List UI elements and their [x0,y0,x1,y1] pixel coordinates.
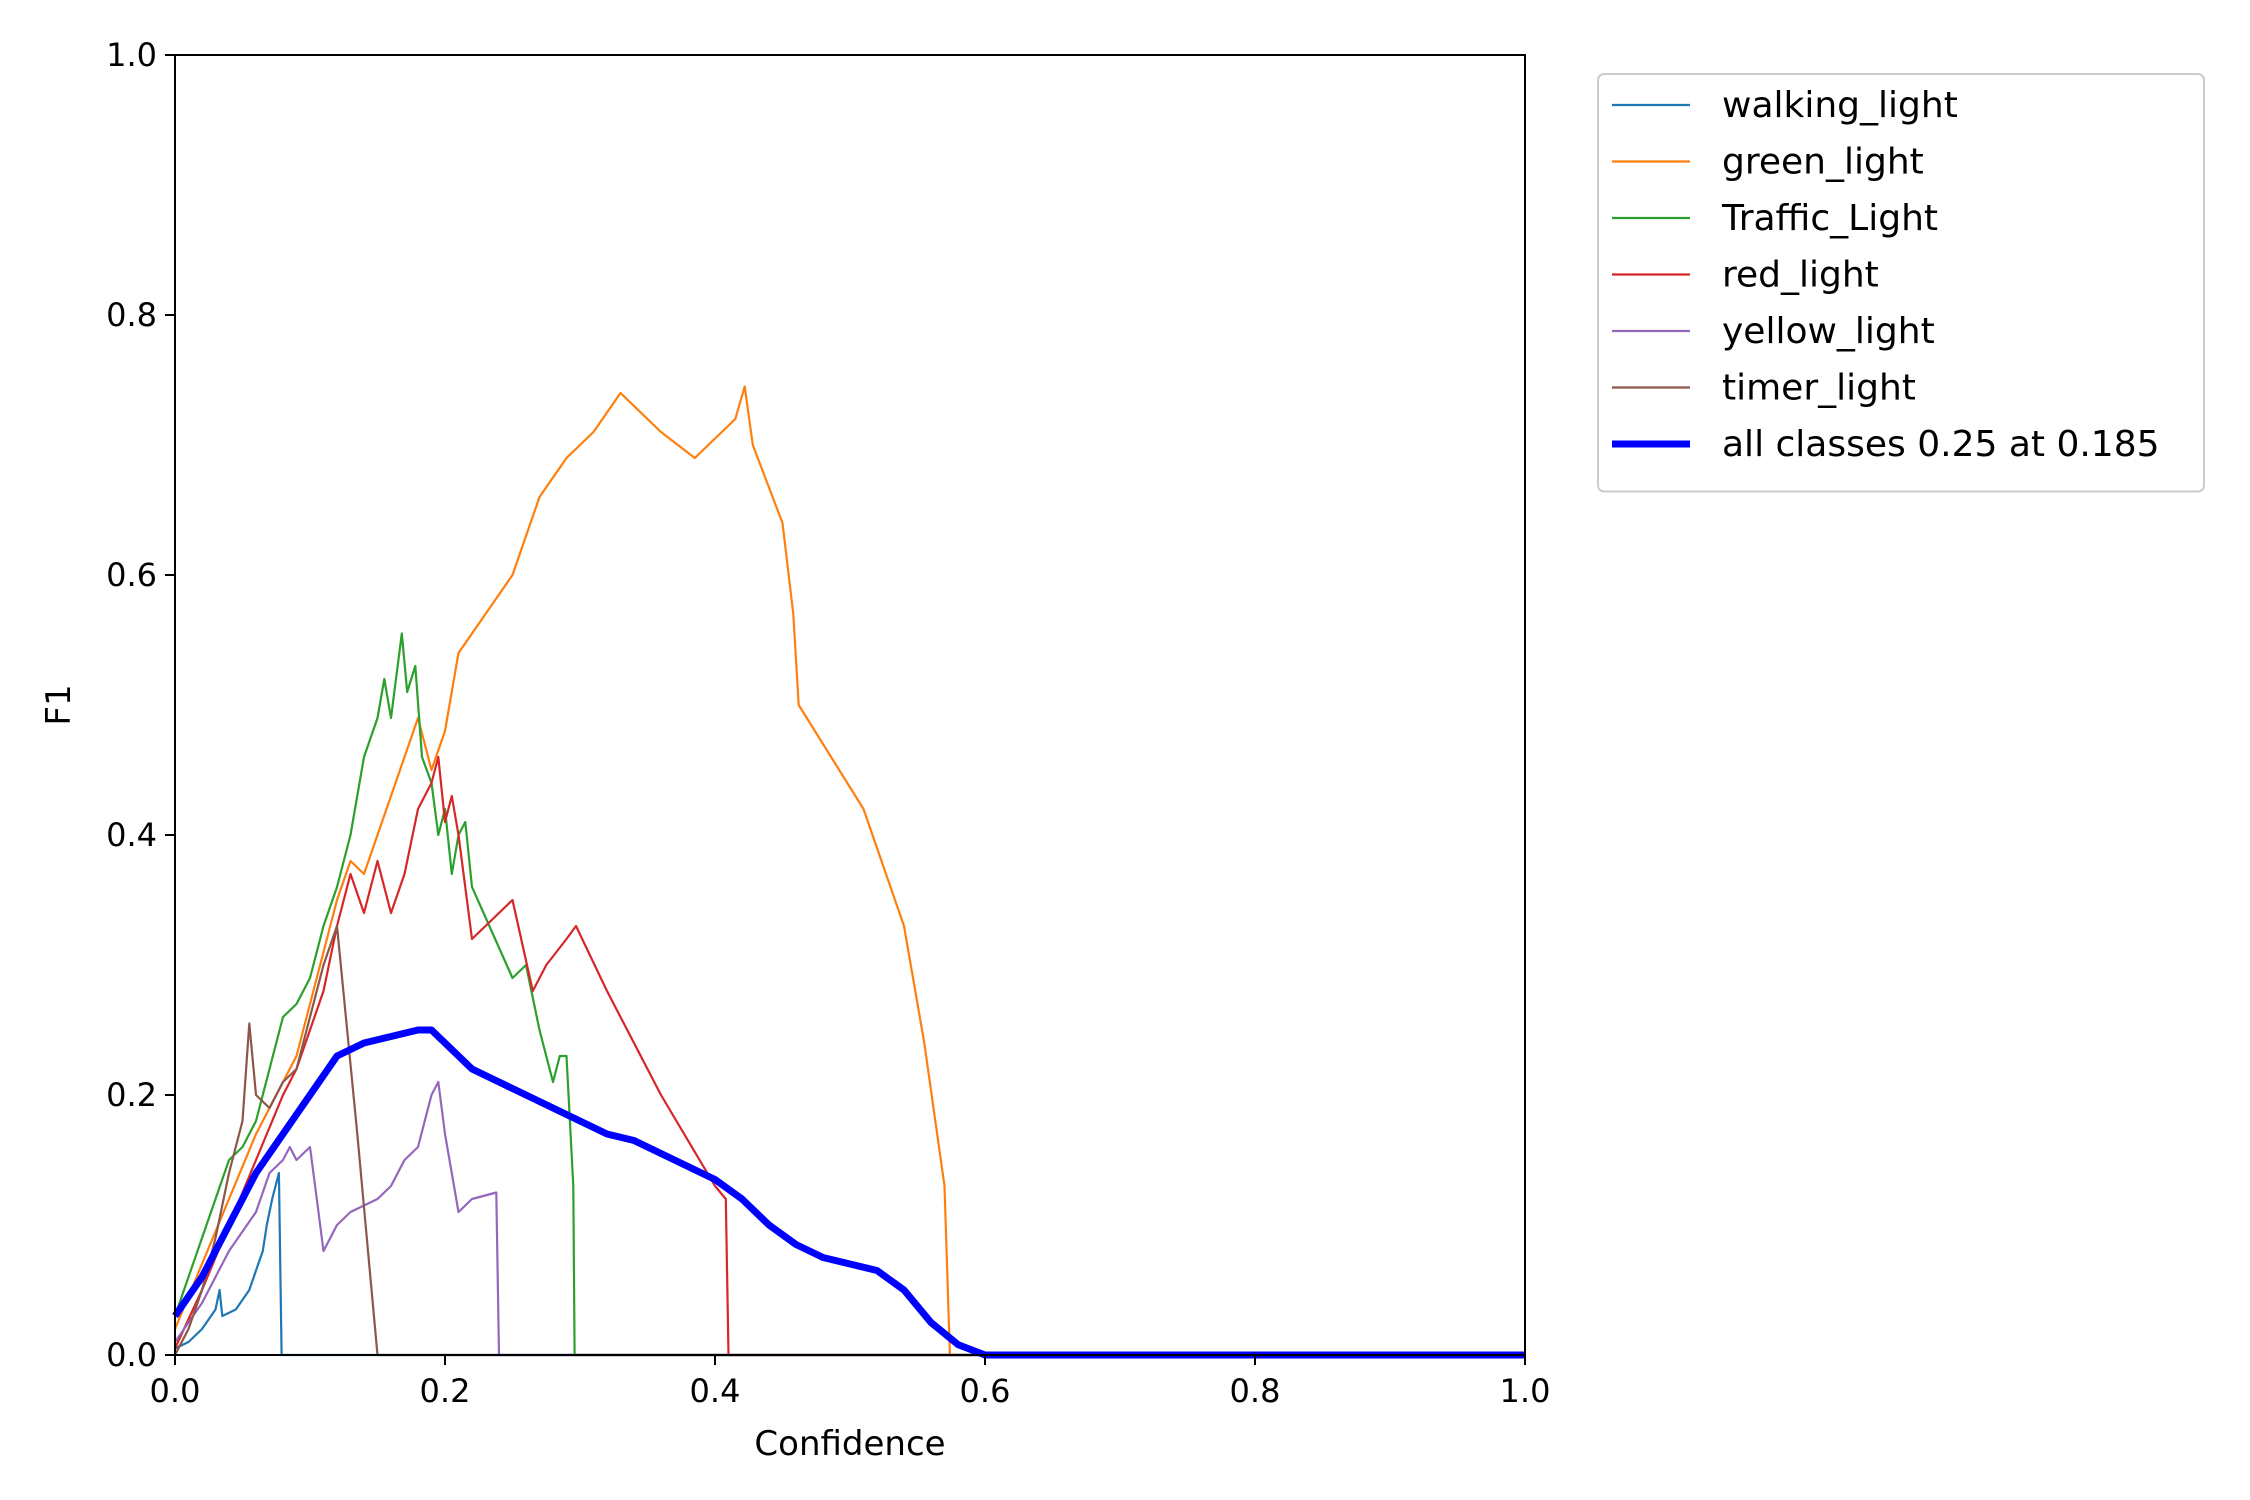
y-axis-label: F1 [39,684,79,725]
series-line-0 [174,1171,1525,1357]
x-axis-label: Confidence [754,1424,945,1464]
legend-label-4: yellow_light [1722,311,1935,352]
legend-label-6: all classes 0.25 at 0.185 [1722,424,2160,465]
legend-label-5: timer_light [1722,368,1916,409]
y-tick-label: 1.0 [106,36,157,74]
x-axis: 0.0 0.2 0.4 0.6 0.8 1.0 [150,1355,1551,1410]
legend-label-0: walking_light [1722,85,1958,126]
y-tick-label: 0.4 [106,816,157,854]
y-axis: 0.0 0.2 0.4 0.6 0.8 1.0 [106,36,175,1374]
legend: walking_light green_light Traffic_Lightred… [1597,73,2205,493]
plot-lines [172,385,1525,1359]
plot-frame [174,54,1526,1356]
legend-label-3: red_light [1722,255,1879,296]
y-tick-label: 0.6 [106,556,157,594]
y-tick-label: 0.2 [106,1076,157,1114]
legend-box [1597,73,2205,493]
series-line-2 [173,632,1525,1357]
y-tick-label: 0.0 [106,1336,157,1374]
x-tick-label: 0.2 [420,1372,471,1410]
x-tick-label: 0.8 [1230,1372,1281,1410]
x-tick-label: 0.0 [150,1372,201,1410]
series-line-4 [174,1080,1525,1357]
x-tick-label: 1.0 [1500,1372,1551,1410]
x-tick-label: 0.4 [690,1372,741,1410]
series-line-6 [172,1026,1525,1359]
legend-label-2: Traffic_Light [1721,198,1938,239]
y-tick-label: 0.8 [106,296,157,334]
legend-label-1: green_light [1722,142,1924,183]
x-tick-label: 0.6 [960,1372,1011,1410]
series-line-1 [173,385,1525,1357]
